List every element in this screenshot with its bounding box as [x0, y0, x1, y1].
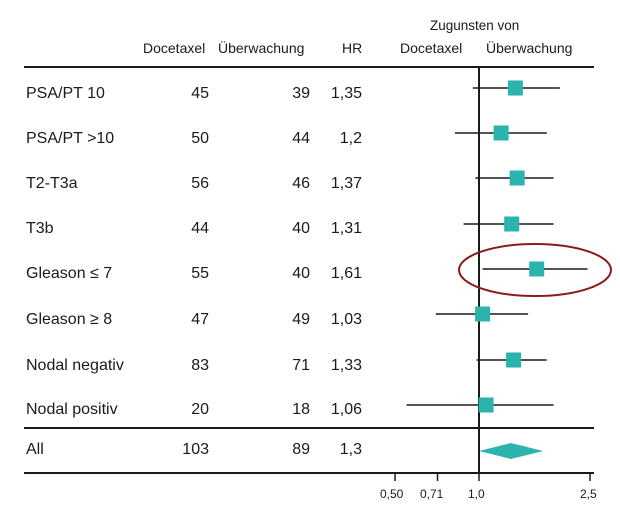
- watch-count: 40: [292, 265, 310, 282]
- header-hr: HR: [342, 40, 363, 56]
- row-label: Gleason ≤ 7: [26, 265, 113, 282]
- docetaxel-count: 45: [191, 85, 209, 102]
- docetaxel-count: 20: [191, 401, 209, 418]
- hr-marker: [507, 80, 523, 96]
- favor-title: Zugunsten von: [430, 18, 520, 33]
- row-label: PSA/PT 10: [26, 85, 105, 102]
- hr-marker: [504, 216, 520, 232]
- overall-docetaxel-count: 103: [182, 441, 209, 458]
- row-label: Nodal negativ: [26, 357, 124, 374]
- overall-diamond: [479, 443, 544, 459]
- watch-count: 18: [292, 401, 310, 418]
- watch-count: 44: [292, 130, 310, 147]
- hr-value: 1,35: [330, 85, 362, 102]
- favor-left-label: Docetaxel: [400, 40, 463, 56]
- docetaxel-count: 44: [191, 220, 209, 237]
- hr-value: 1,61: [330, 265, 362, 282]
- docetaxel-count: 47: [191, 311, 209, 328]
- x-tick-label: 2,5: [580, 487, 597, 501]
- row-label: Gleason ≥ 8: [26, 311, 113, 328]
- docetaxel-count: 50: [191, 130, 209, 147]
- docetaxel-count: 55: [191, 265, 209, 282]
- hr-value: 1,31: [330, 220, 362, 237]
- highlight-ellipse: [458, 243, 612, 297]
- hr-value: 1,33: [330, 357, 362, 374]
- watch-count: 49: [292, 311, 310, 328]
- hr-marker: [529, 261, 545, 277]
- header-watch: Überwachung: [218, 40, 305, 56]
- hr-marker: [475, 306, 491, 322]
- row-label: T3b: [26, 220, 54, 237]
- watch-count: 39: [292, 85, 310, 102]
- overall-hr-value: 1,3: [339, 441, 362, 458]
- overall-label: All: [26, 441, 44, 458]
- docetaxel-count: 83: [191, 357, 209, 374]
- overall-watch-count: 89: [292, 441, 310, 458]
- hr-value: 1,06: [330, 401, 362, 418]
- header-docetaxel: Docetaxel: [143, 40, 206, 56]
- hr-marker: [509, 170, 525, 186]
- docetaxel-count: 56: [191, 175, 209, 192]
- hr-marker: [478, 397, 494, 413]
- hr-value: 1,37: [330, 175, 362, 192]
- x-tick-label: 0,50: [380, 487, 404, 501]
- hr-marker: [506, 352, 522, 368]
- x-tick-label: 1,0: [468, 487, 485, 501]
- watch-count: 71: [292, 357, 310, 374]
- row-label: T2-T3a: [26, 175, 78, 192]
- hr-value: 1,2: [339, 130, 362, 147]
- x-tick-label: 0,71: [420, 487, 444, 501]
- watch-count: 40: [292, 220, 310, 237]
- watch-count: 46: [292, 175, 310, 192]
- favor-right-label: Überwachung: [486, 40, 573, 56]
- hr-marker: [493, 125, 509, 141]
- hr-value: 1,03: [330, 311, 362, 328]
- row-label: Nodal positiv: [26, 401, 118, 418]
- row-label: PSA/PT >10: [26, 130, 115, 147]
